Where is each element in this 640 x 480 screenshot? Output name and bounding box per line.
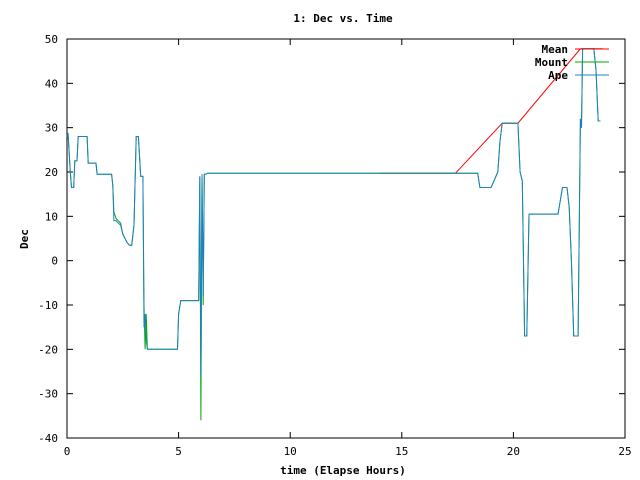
x-axis-label: time (Elapse Hours) xyxy=(280,464,406,477)
x-tick-label: 20 xyxy=(507,445,520,458)
x-tick-label: 25 xyxy=(618,445,631,458)
series-line-mean xyxy=(379,48,603,174)
y-tick-label: -10 xyxy=(38,299,58,312)
x-tick-label: 10 xyxy=(284,445,297,458)
y-tick-label: 20 xyxy=(45,166,58,179)
y-tick-label: 40 xyxy=(45,77,58,90)
y-tick-label: 30 xyxy=(45,122,58,135)
y-tick-label: 10 xyxy=(45,210,58,223)
x-tick-label: 0 xyxy=(64,445,71,458)
y-tick-label: 50 xyxy=(45,33,58,46)
legend-label-ape: Ape xyxy=(548,69,568,82)
y-tick-label: 0 xyxy=(51,255,58,268)
series-layer xyxy=(66,48,603,421)
chart-title: 1: Dec vs. Time xyxy=(293,12,393,25)
legend-label-mean: Mean xyxy=(542,43,569,56)
legend-label-mount: Mount xyxy=(535,56,568,69)
plot-frame xyxy=(66,38,626,439)
y-tick-label: -30 xyxy=(38,388,58,401)
series-line-ape xyxy=(66,48,601,376)
y-tick-label: -40 xyxy=(38,432,58,445)
x-tick-label: 5 xyxy=(175,445,182,458)
axis-ticks: 0 5 10 15 20 25 -40 -30 -20 -10 0 10 20 30 40 50 xyxy=(38,33,632,458)
series-line-mount xyxy=(66,48,601,421)
x-tick-label: 15 xyxy=(395,445,408,458)
y-axis-label: Dec xyxy=(18,229,31,249)
y-tick-label: -20 xyxy=(38,343,58,356)
